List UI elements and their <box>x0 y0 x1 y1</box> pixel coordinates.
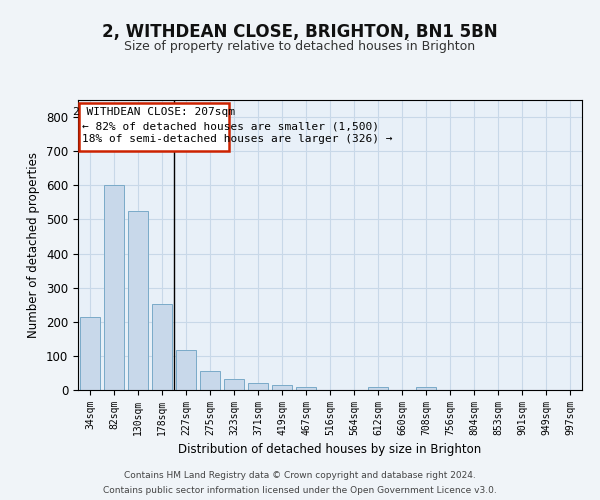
Text: 2, WITHDEAN CLOSE, BRIGHTON, BN1 5BN: 2, WITHDEAN CLOSE, BRIGHTON, BN1 5BN <box>102 22 498 40</box>
X-axis label: Distribution of detached houses by size in Brighton: Distribution of detached houses by size … <box>178 444 482 456</box>
Text: Size of property relative to detached houses in Brighton: Size of property relative to detached ho… <box>124 40 476 53</box>
FancyBboxPatch shape <box>79 104 229 151</box>
Bar <box>368 388 388 390</box>
Text: 2 WITHDEAN CLOSE: 207sqm: 2 WITHDEAN CLOSE: 207sqm <box>73 107 235 117</box>
Text: 18% of semi-detached houses are larger (326) →: 18% of semi-detached houses are larger (… <box>82 134 392 144</box>
Bar <box>272 385 292 390</box>
Bar <box>248 383 268 390</box>
Text: Contains HM Land Registry data © Crown copyright and database right 2024.: Contains HM Land Registry data © Crown c… <box>124 471 476 480</box>
Text: ← 82% of detached houses are smaller (1,500): ← 82% of detached houses are smaller (1,… <box>82 121 379 131</box>
Bar <box>176 350 196 390</box>
Bar <box>200 370 220 390</box>
Bar <box>104 186 124 390</box>
Bar <box>224 378 244 390</box>
Bar <box>296 386 316 390</box>
Bar <box>416 388 436 390</box>
Text: Contains public sector information licensed under the Open Government Licence v3: Contains public sector information licen… <box>103 486 497 495</box>
Bar <box>128 211 148 390</box>
Bar <box>152 304 172 390</box>
Y-axis label: Number of detached properties: Number of detached properties <box>28 152 40 338</box>
Bar <box>80 316 100 390</box>
